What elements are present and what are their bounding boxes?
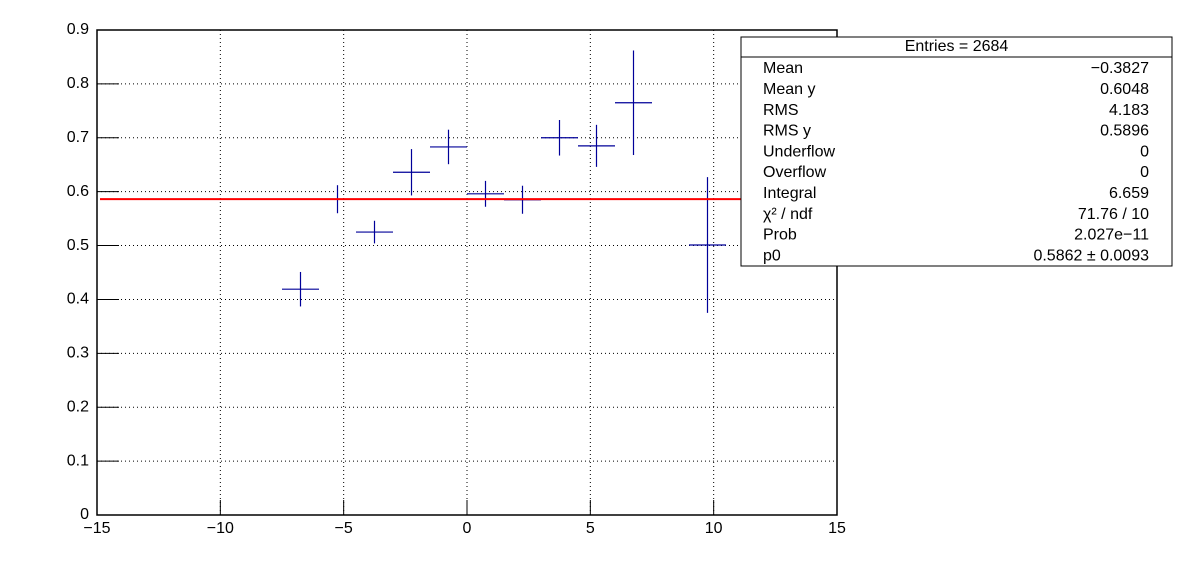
stats-value: 0.5862 ± 0.0093: [1033, 247, 1149, 264]
y-tick-label: 0.9: [67, 21, 89, 38]
x-tick-label: −15: [83, 520, 110, 537]
stats-value: 4.183: [1109, 102, 1149, 119]
stats-value: 0.6048: [1100, 81, 1149, 98]
stats-label: χ² / ndf: [763, 206, 813, 223]
stats-value: 0.5896: [1100, 123, 1149, 140]
stats-value: −0.3827: [1091, 60, 1149, 77]
y-tick-label: 0.2: [67, 398, 89, 415]
stats-label: p0: [763, 247, 781, 264]
x-tick-label: −10: [207, 520, 234, 537]
y-tick-label: 0.7: [67, 129, 89, 146]
y-tick-label: 0: [80, 506, 89, 523]
stats-header: Entries = 2684: [905, 38, 1009, 55]
x-tick-label: 5: [586, 520, 595, 537]
stats-label: Integral: [763, 185, 816, 202]
y-tick-label: 0.6: [67, 183, 89, 200]
stats-value: 71.76 / 10: [1078, 206, 1149, 223]
stats-label: Mean y: [763, 81, 815, 98]
stats-label: Overflow: [763, 164, 827, 181]
y-tick-label: 0.4: [67, 291, 89, 308]
stats-value: 2.027e−11: [1074, 227, 1149, 244]
stats-label: Prob: [763, 227, 797, 244]
stats-box: [740, 36, 1173, 267]
stats-label: RMS: [763, 102, 799, 119]
stats-value: 0: [1140, 164, 1149, 181]
x-tick-label: 0: [463, 520, 472, 537]
stats-label: Underflow: [763, 143, 835, 160]
y-tick-label: 0.8: [67, 75, 89, 92]
stats-label: Mean: [763, 60, 803, 77]
y-tick-label: 0.3: [67, 345, 89, 362]
x-tick-label: 15: [828, 520, 846, 537]
x-tick-label: −5: [335, 520, 353, 537]
y-tick-label: 0.1: [67, 452, 89, 469]
stats-value: 6.659: [1109, 185, 1149, 202]
stats-label: RMS y: [763, 123, 811, 140]
y-tick-label: 0.5: [67, 237, 89, 254]
x-tick-label: 10: [705, 520, 723, 537]
stats-value: 0: [1140, 143, 1149, 160]
